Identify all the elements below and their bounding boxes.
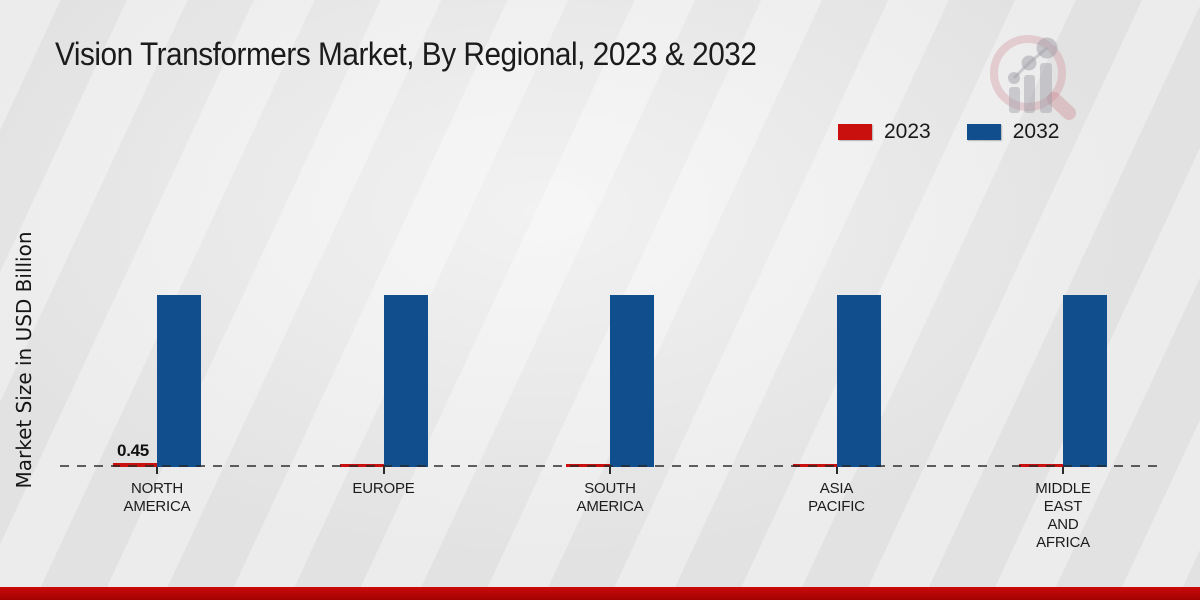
x-axis-tick	[1062, 467, 1064, 474]
legend-swatch-2032	[966, 124, 1001, 140]
chart-title: Vision Transformers Market, By Regional,…	[55, 36, 757, 72]
x-axis-category-label: NORTH AMERICA	[123, 480, 191, 515]
bar-2032-north-america	[157, 295, 201, 467]
data-label-2023-north-america: 0.45	[117, 441, 149, 461]
x-axis-category-label: EUROPE	[352, 480, 415, 497]
bar-2032-europe	[383, 295, 428, 467]
x-axis-category-label: SOUTH AMERICA	[576, 480, 644, 515]
x-axis-tick	[609, 467, 611, 474]
x-axis-baseline	[60, 465, 1160, 467]
x-axis-tick	[382, 467, 385, 474]
x-axis-category-label: ASIA PACIFIC	[808, 480, 865, 515]
bar-2032-middle-east-and-africa	[1063, 295, 1107, 467]
legend-label-2032: 2032	[1012, 120, 1060, 143]
magnifier-bar-chart-logo-icon	[990, 35, 1076, 120]
legend: 2023 2032	[838, 120, 1059, 144]
bar-2032-south-america	[610, 295, 654, 467]
legend-item-2032: 2032	[966, 120, 1060, 144]
footer-band	[0, 587, 1200, 600]
legend-item-2023: 2023	[838, 120, 931, 144]
x-axis-tick	[835, 467, 838, 474]
legend-swatch-2023	[838, 124, 872, 140]
legend-label-2023: 2023	[884, 120, 931, 143]
x-axis-category-label: MIDDLE EAST AND AFRICA	[1035, 480, 1091, 551]
x-axis-tick	[156, 467, 158, 474]
bar-2032-asia-pacific	[836, 295, 881, 467]
